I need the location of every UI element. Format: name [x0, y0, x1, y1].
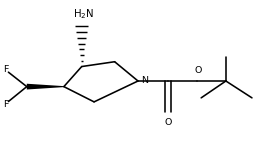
Text: F: F — [3, 65, 9, 74]
Text: H$_2$N: H$_2$N — [73, 7, 94, 21]
Polygon shape — [27, 84, 64, 90]
Text: N: N — [141, 76, 148, 85]
Text: O: O — [164, 118, 172, 127]
Text: F: F — [3, 100, 9, 109]
Text: O: O — [194, 66, 201, 75]
